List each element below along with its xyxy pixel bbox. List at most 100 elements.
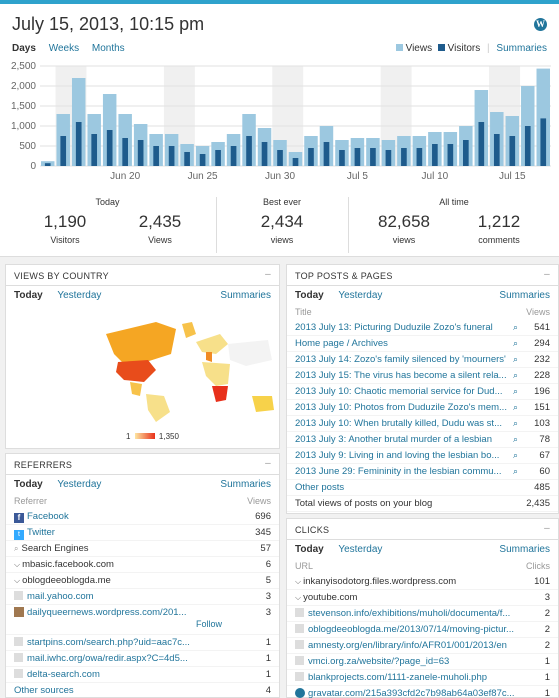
summaries-link[interactable]: Summaries	[499, 544, 550, 555]
magnifier-icon[interactable]: ⌕	[512, 450, 518, 460]
summaries-link[interactable]: Summaries	[220, 479, 271, 490]
click-url[interactable]: youtube.com	[303, 592, 358, 603]
click-row[interactable]: gravatar.com/215a393cfd2c7b98ab64a03ef87…	[287, 686, 558, 698]
magnifier-icon[interactable]: ⌕	[512, 434, 518, 444]
click-row[interactable]: ⌵ inkanyisodotorg.files.wordpress.com 101	[287, 574, 558, 590]
summaries-link[interactable]: Summaries	[496, 43, 547, 54]
referrer-row[interactable]: f Facebook 696	[6, 509, 279, 525]
magnifier-icon[interactable]: ⌕	[512, 418, 518, 428]
referrer-label[interactable]: Facebook	[27, 511, 69, 522]
referrer-row[interactable]: ⌵ oblogdeeoblogda.me 5	[6, 573, 279, 589]
post-title[interactable]: 2013 July 3: Another brutal murder of a …	[295, 434, 492, 445]
referrer-row[interactable]: t Twitter 345	[6, 525, 279, 541]
click-row[interactable]: vmci.org.za/website/?page_id=63 1	[287, 654, 558, 670]
x-tick-label: Jun 25	[188, 171, 218, 182]
tab-yesterday[interactable]: Yesterday	[338, 290, 383, 301]
post-title[interactable]: 2013 July 10: Chaotic memorial service f…	[295, 386, 503, 397]
tab-today[interactable]: Today	[295, 544, 324, 555]
referrer-label[interactable]: Other sources	[14, 685, 74, 696]
click-url[interactable]: blankprojects.com/1111-zanele-muholi.php	[308, 672, 488, 683]
tab-yesterday[interactable]: Yesterday	[338, 544, 383, 555]
post-row[interactable]: 2013 July 15: The virus has become a sil…	[287, 368, 558, 384]
click-url[interactable]: inkanyisodotorg.files.wordpress.com	[303, 576, 457, 587]
magnifier-icon[interactable]: ⌕	[512, 322, 518, 332]
post-row[interactable]: 2013 June 29: Femininity in the lesbian …	[287, 464, 558, 480]
post-row[interactable]: 2013 July 10: Chaotic memorial service f…	[287, 384, 558, 400]
tab-today[interactable]: Today	[295, 290, 324, 301]
other-posts-label[interactable]: Other posts	[295, 482, 345, 493]
post-row[interactable]: 2013 July 13: Picturing Duduzile Zozo's …	[287, 320, 558, 336]
magnifier-icon[interactable]: ⌕	[512, 386, 518, 396]
post-row[interactable]: 2013 July 10: Photos from Duduzile Zozo'…	[287, 400, 558, 416]
post-title[interactable]: 2013 June 29: Femininity in the lesbian …	[295, 466, 502, 477]
referrer-row[interactable]: ⌵ mbasic.facebook.com 6	[6, 557, 279, 573]
referrer-label[interactable]: mail.yahoo.com	[27, 591, 94, 602]
click-url[interactable]: vmci.org.za/website/?page_id=63	[308, 656, 450, 667]
click-url[interactable]: amnesty.org/en/library/info/AFR01/001/20…	[308, 640, 507, 651]
referrer-label[interactable]: Search Engines	[21, 543, 89, 554]
post-row[interactable]: Home page / Archives ⌕ 294	[287, 336, 558, 352]
magnifier-icon[interactable]: ⌕	[512, 466, 518, 476]
referrer-row[interactable]: ⌕ Search Engines 57	[6, 541, 279, 557]
post-row[interactable]: 2013 July 14: Zozo's family silenced by …	[287, 352, 558, 368]
summaries-link[interactable]: Summaries	[220, 290, 271, 301]
post-title[interactable]: 2013 July 10: When brutally killed, Dudu…	[295, 418, 502, 429]
magnifier-icon[interactable]: ⌕	[512, 338, 518, 348]
post-row[interactable]: 2013 July 10: When brutally killed, Dudu…	[287, 416, 558, 432]
tab-today[interactable]: Today	[14, 479, 43, 490]
post-title[interactable]: 2013 July 15: The virus has become a sil…	[295, 370, 507, 381]
x-tick-label: Jul 15	[499, 171, 526, 182]
referrer-row[interactable]: mail.iwhc.org/owa/redir.aspx?C=4d5... 1	[6, 651, 279, 667]
referrer-row[interactable]: delta-search.com 1	[6, 667, 279, 683]
visitors-bar	[60, 136, 67, 166]
referrer-label[interactable]: mbasic.facebook.com	[22, 559, 114, 570]
post-title[interactable]: 2013 July 9: Living in and loving the le…	[295, 450, 500, 461]
tab-weeks[interactable]: Weeks	[48, 43, 80, 54]
referrer-label[interactable]: startpins.com/search.php?uid=aac7c...	[27, 637, 190, 648]
collapse-icon[interactable]: –	[265, 269, 271, 280]
referrer-row[interactable]: mail.yahoo.com 3	[6, 589, 279, 605]
referrer-label[interactable]: mail.iwhc.org/owa/redir.aspx?C=4d5...	[27, 653, 188, 664]
post-title[interactable]: Home page / Archives	[295, 338, 388, 349]
world-map[interactable]	[6, 304, 279, 424]
collapse-icon[interactable]: –	[544, 269, 550, 280]
summaries-link[interactable]: Summaries	[499, 290, 550, 301]
click-row[interactable]: amnesty.org/en/library/info/AFR01/001/20…	[287, 638, 558, 654]
referrer-label[interactable]: Twitter	[27, 527, 55, 538]
click-row[interactable]: stevenson.info/exhibitions/muholi/docume…	[287, 606, 558, 622]
post-title[interactable]: 2013 July 10: Photos from Duduzile Zozo'…	[295, 402, 507, 413]
click-row[interactable]: blankprojects.com/1111-zanele-muholi.php…	[287, 670, 558, 686]
tab-today[interactable]: Today	[14, 290, 43, 301]
tab-days[interactable]: Days	[12, 43, 36, 54]
post-row[interactable]: 2013 July 3: Another brutal murder of a …	[287, 432, 558, 448]
click-row[interactable]: ⌵ youtube.com 3	[287, 590, 558, 606]
click-url[interactable]: stevenson.info/exhibitions/muholi/docume…	[308, 608, 511, 619]
referrer-row[interactable]: startpins.com/search.php?uid=aac7c... 1	[6, 635, 279, 651]
click-url[interactable]: oblogdeeoblogda.me/2013/07/14/moving-pic…	[308, 624, 514, 635]
tab-yesterday[interactable]: Yesterday	[57, 290, 102, 301]
referrer-label[interactable]: delta-search.com	[27, 669, 100, 680]
referrer-row[interactable]: Other sources 4	[6, 683, 279, 698]
referrer-row[interactable]: dailyqueernews.wordpress.com/201... Follo…	[6, 605, 279, 635]
wordpress-icon[interactable]: W	[534, 18, 547, 31]
post-views: 103	[534, 418, 550, 429]
magnifier-icon[interactable]: ⌕	[512, 402, 518, 412]
post-title[interactable]: 2013 July 13: Picturing Duduzile Zozo's …	[295, 322, 493, 333]
tab-yesterday[interactable]: Yesterday	[57, 479, 102, 490]
follow-button[interactable]: Follow	[196, 619, 223, 629]
post-row[interactable]: 2013 July 9: Living in and loving the le…	[287, 448, 558, 464]
referrer-label[interactable]: oblogdeeoblogda.me	[22, 575, 111, 586]
tab-months[interactable]: Months	[91, 43, 125, 54]
magnifier-icon[interactable]: ⌕	[512, 354, 518, 364]
click-row[interactable]: oblogdeeoblogda.me/2013/07/14/moving-pic…	[287, 622, 558, 638]
post-title[interactable]: 2013 July 14: Zozo's family silenced by …	[295, 354, 506, 365]
click-url[interactable]: gravatar.com/215a393cfd2c7b98ab64a03ef87…	[308, 688, 515, 698]
blank-icon	[295, 672, 304, 681]
x-tick-label: Jun 20	[110, 171, 140, 182]
collapse-icon[interactable]: –	[265, 458, 271, 469]
magnifier-icon[interactable]: ⌕	[512, 370, 518, 380]
other-posts-row[interactable]: Other posts 485	[287, 480, 558, 496]
chevron-down-icon: ⌵	[14, 560, 21, 569]
referrer-label[interactable]: dailyqueernews.wordpress.com/201...	[27, 607, 187, 618]
collapse-icon[interactable]: –	[544, 523, 550, 534]
